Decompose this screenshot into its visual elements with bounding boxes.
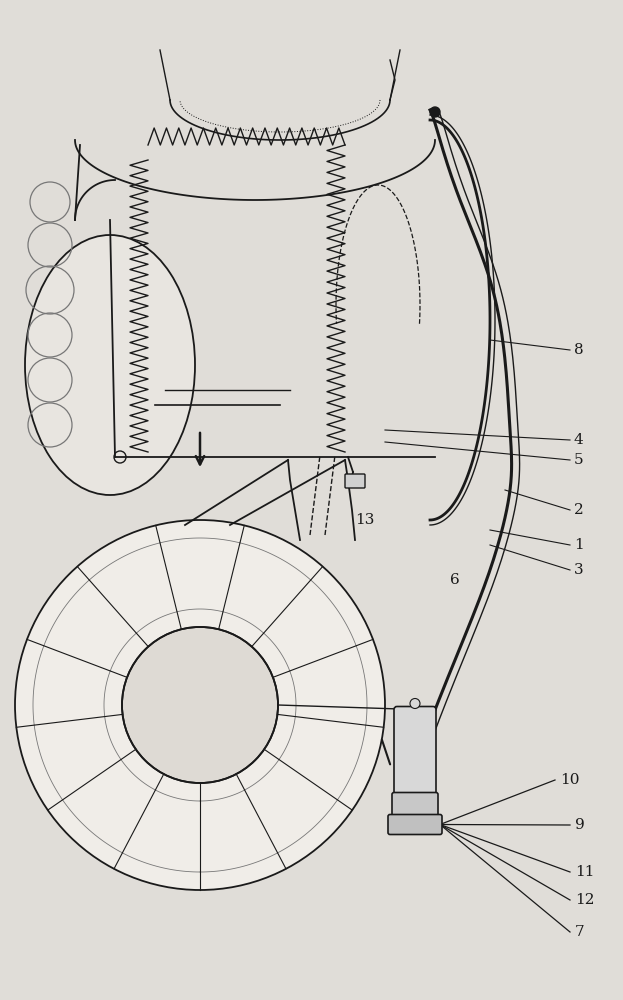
Text: 11: 11	[575, 865, 594, 879]
FancyArrowPatch shape	[382, 740, 390, 764]
Text: 10: 10	[560, 773, 579, 787]
Circle shape	[430, 107, 440, 117]
Text: 7: 7	[575, 925, 584, 939]
Text: 13: 13	[355, 513, 374, 527]
Text: 4: 4	[574, 433, 584, 447]
Text: 8: 8	[574, 343, 584, 357]
Text: 3: 3	[574, 563, 584, 577]
Polygon shape	[15, 520, 385, 890]
Circle shape	[410, 698, 420, 708]
Text: 1: 1	[574, 538, 584, 552]
Ellipse shape	[122, 627, 278, 783]
Ellipse shape	[25, 235, 195, 495]
Text: 5: 5	[574, 453, 584, 467]
FancyBboxPatch shape	[394, 706, 436, 798]
FancyBboxPatch shape	[388, 814, 442, 834]
Text: 9: 9	[575, 818, 585, 832]
Text: 6: 6	[450, 573, 460, 587]
FancyBboxPatch shape	[392, 792, 438, 818]
Text: 2: 2	[574, 503, 584, 517]
FancyBboxPatch shape	[345, 474, 365, 488]
Text: 12: 12	[575, 893, 594, 907]
